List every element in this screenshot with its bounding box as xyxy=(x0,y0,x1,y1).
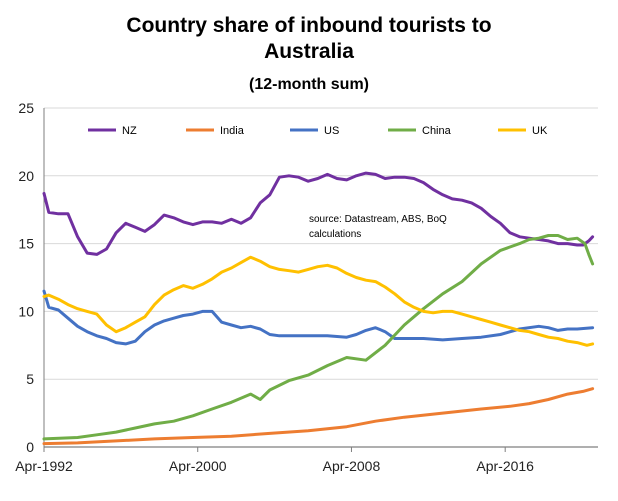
grid-lines xyxy=(43,107,598,448)
y-tick-label: 15 xyxy=(18,236,34,252)
legend: NZ India US China UK xyxy=(88,125,548,137)
legend-label-uk: UK xyxy=(532,125,548,137)
chart-title-line2: Australia xyxy=(264,40,354,63)
legend-label-us: US xyxy=(324,125,339,137)
x-tick-label: Apr-2008 xyxy=(323,458,381,474)
legend-label-china: China xyxy=(422,125,452,137)
x-tick-label: Apr-2000 xyxy=(169,458,227,474)
chart-title-line1: Country share of inbound tourists to xyxy=(126,14,492,37)
y-tick-label: 10 xyxy=(18,303,34,319)
annotation-source: source: Datastream, ABS, BoQ xyxy=(309,214,447,225)
y-tick-label: 5 xyxy=(26,371,34,387)
series-line-india xyxy=(42,387,595,446)
x-tick-label: Apr-2016 xyxy=(476,458,534,474)
x-tick-label: Apr-1992 xyxy=(15,458,73,474)
y-tick-label: 20 xyxy=(18,168,34,184)
y-axis-ticks: 0 5 10 15 20 25 xyxy=(18,100,34,455)
y-tick-label: 0 xyxy=(26,439,34,455)
legend-label-india: India xyxy=(220,125,245,137)
annotation-calculations: calculations xyxy=(309,229,361,240)
series-lines xyxy=(42,171,595,446)
y-tick-label: 25 xyxy=(18,100,34,116)
series-line-nz xyxy=(42,171,595,256)
series-line-uk xyxy=(42,255,595,347)
chart-subtitle: (12-month sum) xyxy=(249,76,369,93)
series-line-us xyxy=(42,289,595,346)
legend-label-nz: NZ xyxy=(122,125,137,137)
series-line-china xyxy=(42,234,595,441)
x-axis-ticks: Apr-1992 Apr-2000 Apr-2008 Apr-2016 xyxy=(15,447,534,474)
